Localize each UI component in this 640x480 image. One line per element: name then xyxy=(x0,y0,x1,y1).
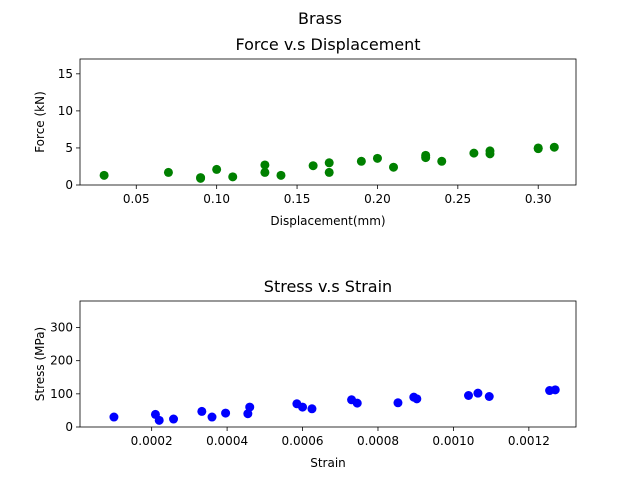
y-tick-label: 0 xyxy=(65,178,73,192)
plot-title: Stress v.s Strain xyxy=(264,277,392,296)
force-displacement-plot: Force v.s Displacement 0.05 0.10 0.15 0.20 0.… xyxy=(33,35,577,228)
force-data-point xyxy=(485,149,495,159)
force-data-point xyxy=(163,167,173,177)
x-tick-label: 0.20 xyxy=(364,192,391,206)
force-data-point xyxy=(99,170,109,180)
y-tick-label: 0 xyxy=(65,420,73,434)
force-data-point xyxy=(389,162,399,172)
force-data-point xyxy=(324,167,334,177)
x-tick-label: 0.25 xyxy=(444,192,471,206)
plot-title: Force v.s Displacement xyxy=(235,35,420,54)
force-data-point xyxy=(324,158,334,168)
stress-data-point xyxy=(154,415,164,425)
stress-data-point xyxy=(207,412,217,422)
stress-data-point xyxy=(550,385,560,395)
stress-strain-plot: Stress v.s Strain 0.0002 0.0004 0.0006 0.000… xyxy=(33,277,577,470)
x-axis-label: Displacement(mm) xyxy=(270,214,385,228)
figure-suptitle: Brass xyxy=(298,9,342,28)
x-tick-label: 0.0004 xyxy=(206,434,248,448)
x-tick-label: 0.10 xyxy=(203,192,230,206)
force-data-point xyxy=(308,161,318,171)
stress-data-point xyxy=(484,391,494,401)
stress-data-point xyxy=(298,402,308,412)
x-axis-label: Strain xyxy=(310,456,346,470)
y-axis-label: Stress (MPa) xyxy=(33,327,47,401)
x-tick-label: 0.0012 xyxy=(508,434,550,448)
x-tick-label: 0.0008 xyxy=(357,434,399,448)
y-tick-label: 100 xyxy=(50,387,73,401)
axes-frame xyxy=(79,300,577,428)
x-tick-label: 0.0002 xyxy=(131,434,173,448)
stress-data-point xyxy=(473,388,483,398)
force-data-point xyxy=(533,144,543,154)
stress-data-point xyxy=(245,402,255,412)
force-data-point xyxy=(260,160,270,170)
x-tick-label: 0.0006 xyxy=(282,434,324,448)
force-data-point xyxy=(469,148,479,158)
force-data-point xyxy=(549,142,559,152)
x-tick-label: 0.0010 xyxy=(432,434,474,448)
y-tick-label: 15 xyxy=(58,67,73,81)
force-data-point xyxy=(212,164,222,174)
x-tick-label: 0.15 xyxy=(284,192,311,206)
stress-data-point xyxy=(352,398,362,408)
stress-data-point xyxy=(197,406,207,416)
force-data-point xyxy=(372,153,382,163)
stress-data-point xyxy=(464,391,474,400)
stress-data-point xyxy=(412,394,422,404)
x-tick-label: 0.30 xyxy=(525,192,552,206)
stress-data-point xyxy=(221,408,231,418)
y-tick-label: 200 xyxy=(50,354,73,368)
y-tick-label: 300 xyxy=(50,321,73,335)
stress-data-point xyxy=(307,404,317,414)
force-data-point xyxy=(196,173,206,183)
stress-data-point xyxy=(169,414,179,424)
axes-frame xyxy=(79,58,577,186)
y-axis-label: Force (kN) xyxy=(33,91,47,153)
force-data-point xyxy=(228,172,238,182)
force-data-point xyxy=(276,170,286,180)
force-data-point xyxy=(421,153,431,163)
stress-data-point xyxy=(393,398,403,408)
stress-data-point xyxy=(109,412,119,422)
force-data-point xyxy=(437,156,447,166)
y-tick-label: 5 xyxy=(65,141,73,155)
force-data-point xyxy=(260,167,270,177)
y-tick-label: 10 xyxy=(58,104,73,118)
x-tick-label: 0.05 xyxy=(123,192,150,206)
force-data-point xyxy=(356,156,366,166)
